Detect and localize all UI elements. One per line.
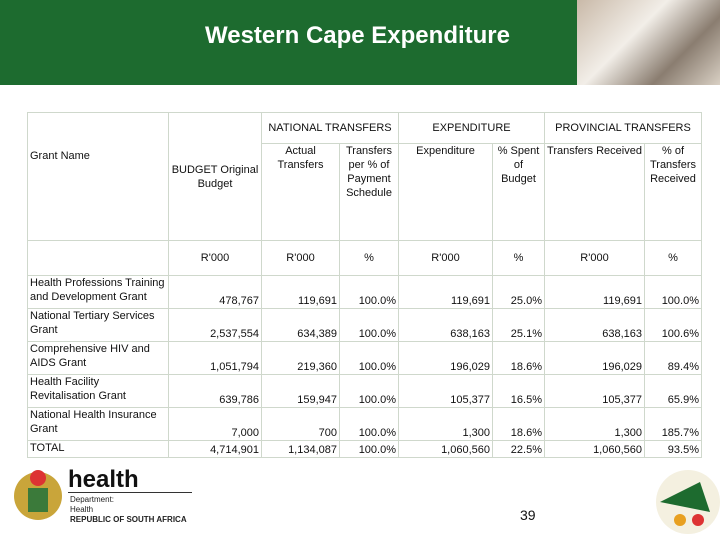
table-cell: 25.1% — [492, 308, 545, 342]
table-cell: Grant Name — [27, 112, 169, 241]
table-cell: BUDGET Original Budget — [168, 112, 262, 241]
table-cell: 1,300 — [398, 407, 493, 441]
table-cell: 196,029 — [398, 341, 493, 375]
header-photo — [577, 0, 720, 85]
table-cell: R'000 — [168, 240, 262, 276]
corner-emblem — [656, 470, 720, 534]
footer-country: REPUBLIC OF SOUTH AFRICA — [70, 515, 187, 524]
table-cell: 100.0% — [339, 308, 399, 342]
table-cell: National Tertiary Services Grant — [27, 308, 169, 342]
table-cell: 119,691 — [261, 275, 340, 309]
table-cell: Transfers Received — [544, 143, 645, 241]
table-cell: 100.6% — [644, 308, 702, 342]
table-cell: R'000 — [544, 240, 645, 276]
table-cell: Actual Transfers — [261, 143, 340, 241]
table-cell: 159,947 — [261, 374, 340, 408]
footer-rule — [68, 492, 192, 493]
table-cell: NATIONAL TRANSFERS — [261, 112, 399, 144]
table-cell: % — [339, 240, 399, 276]
table-cell: 196,029 — [544, 341, 645, 375]
table-row: Grant Name BUDGET Original Budget NATIONAL… — [27, 112, 702, 241]
table-cell: TOTAL — [27, 440, 169, 458]
table-cell: 100.0% — [339, 341, 399, 375]
expenditure-table: Grant Name BUDGET Original Budget NATIONAL… — [27, 112, 702, 458]
table-cell: % Spent of Budget — [492, 143, 545, 241]
table-cell: 7,000 — [168, 407, 262, 441]
table-cell: R'000 — [261, 240, 340, 276]
table-cell: 1,300 — [544, 407, 645, 441]
footer-logo: health — [68, 466, 139, 493]
table-cell: 100.0% — [644, 275, 702, 309]
table-cell: % — [492, 240, 545, 276]
table-cell: 16.5% — [492, 374, 545, 408]
page-number: 39 — [520, 507, 536, 523]
title: Western Cape Expenditure — [205, 22, 510, 49]
table-cell: 2,537,554 — [168, 308, 262, 342]
table-cell: 478,767 — [168, 275, 262, 309]
table-cell: 25.0% — [492, 275, 545, 309]
table-cell: EXPENDITURE — [398, 112, 545, 144]
table-cell: 700 — [261, 407, 340, 441]
table-row: Health Facility Revitalisation Grant 639,… — [27, 374, 702, 408]
table-cell: 100.0% — [339, 275, 399, 309]
table-row: Actual Transfers Transfers per % of Payme… — [28, 143, 702, 241]
table-cell: 634,389 — [261, 308, 340, 342]
table-cell: 65.9% — [644, 374, 702, 408]
table-row: National Health Insurance Grant 7,000 700 1… — [27, 407, 702, 441]
table-cell: Comprehensive HIV and AIDS Grant — [27, 341, 169, 375]
table-cell: % of Transfers Received — [644, 143, 702, 241]
table-cell: 219,360 — [261, 341, 340, 375]
table-cell: 1,060,560 — [398, 440, 493, 458]
table-cell: Health Professions Training and Developm… — [27, 275, 169, 309]
table-cell: 185.7% — [644, 407, 702, 441]
table-cell: R'000 — [398, 240, 493, 276]
table-cell: 100.0% — [339, 374, 399, 408]
table-cell: % — [644, 240, 702, 276]
table-cell: 4,714,901 — [168, 440, 262, 458]
table-cell: 105,377 — [544, 374, 645, 408]
table-cell: 1,134,087 — [261, 440, 340, 458]
table-row: Health Professions Training and Developm… — [27, 275, 702, 309]
coat-of-arms — [14, 470, 62, 520]
table-cell: 18.6% — [492, 341, 545, 375]
table-cell: Transfers per % of Payment Schedule — [339, 143, 399, 241]
table-row: Comprehensive HIV and AIDS Grant 1,051,79… — [27, 341, 702, 375]
table-cell: PROVINCIAL TRANSFERS — [544, 112, 702, 144]
footer-department-name: Health — [70, 505, 94, 514]
table-cell: 638,163 — [544, 308, 645, 342]
table-cell: 119,691 — [544, 275, 645, 309]
table-cell — [27, 240, 169, 276]
table-cell: Health Facility Revitalisation Grant — [27, 374, 169, 408]
table-cell: 119,691 — [398, 275, 493, 309]
table-cell: 100.0% — [339, 440, 399, 458]
table-cell: 89.4% — [644, 341, 702, 375]
table-cell: Expenditure — [398, 143, 493, 241]
table-cell: 639,786 — [168, 374, 262, 408]
table-cell: 100.0% — [339, 407, 399, 441]
table-cell: 638,163 — [398, 308, 493, 342]
table-cell: 1,060,560 — [544, 440, 645, 458]
table-cell: 22.5% — [492, 440, 545, 458]
table-row: TOTAL 4,714,901 1,134,087 100.0% 1,060,560 22… — [27, 440, 702, 458]
table-cell: 105,377 — [398, 374, 493, 408]
table-row: National Tertiary Services Grant 2,537,55… — [27, 308, 702, 342]
table-cell: 1,051,794 — [168, 341, 262, 375]
footer-department: Department: — [70, 495, 115, 504]
table-cell: 18.6% — [492, 407, 545, 441]
table-cell: National Health Insurance Grant — [27, 407, 169, 441]
table-row: R'000 R'000% R'000% R'000% — [27, 240, 702, 276]
table-cell: 93.5% — [644, 440, 702, 458]
